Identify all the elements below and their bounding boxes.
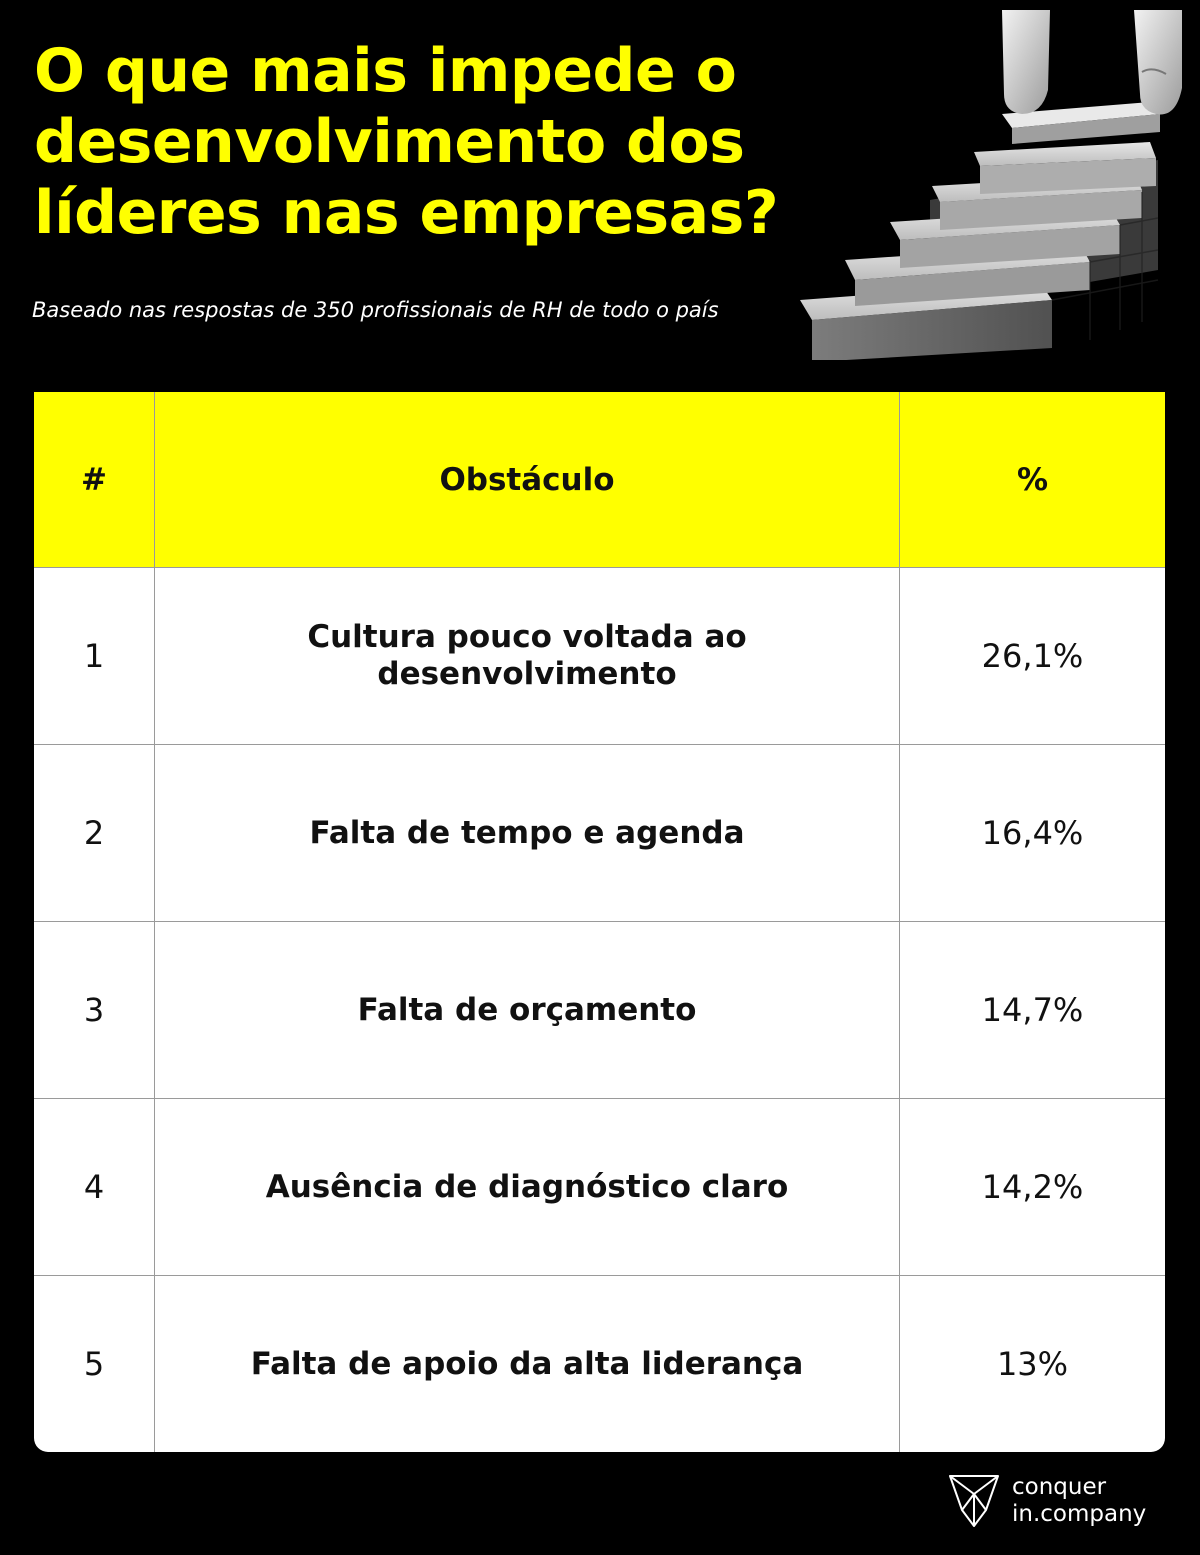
- row-rank: 1: [34, 568, 155, 744]
- row-percent: 16,4%: [981, 814, 1084, 852]
- header-percent: %: [1016, 461, 1049, 498]
- title-line-2: desenvolvimento dos: [34, 107, 745, 177]
- row-rank: 5: [34, 1276, 155, 1452]
- conquer-geometric-logo-icon: [949, 1475, 999, 1527]
- title-line-1: O que mais impede o: [34, 36, 737, 106]
- row-rank: 2: [34, 745, 155, 921]
- row-rank: 3: [34, 922, 155, 1098]
- title-line-3: líderes nas empresas?: [34, 178, 779, 248]
- brand-logo: conquer in.company: [946, 1470, 1176, 1532]
- obstacles-table: # Obstáculo % 1 Cultura pouco voltada ao…: [34, 392, 1165, 1452]
- subtitle: Baseado nas respostas de 350 profissiona…: [32, 298, 719, 322]
- row-obstacle: Falta de tempo e agenda: [155, 745, 900, 921]
- header-obstacle: Obstáculo: [155, 392, 900, 567]
- row-percent: 13%: [996, 1345, 1069, 1383]
- row-percent: 14,7%: [981, 991, 1084, 1029]
- page-title: O que mais impede o desenvolvimento dos …: [34, 36, 834, 249]
- table-row: 2 Falta de tempo e agenda 16,4%: [34, 744, 1165, 921]
- row-rank: 4: [34, 1099, 155, 1275]
- logo-line-2: in.company: [1012, 1501, 1147, 1527]
- row-obstacle: Cultura pouco voltada ao desenvolvimento: [155, 568, 900, 744]
- stairs-blocks-hand-icon: [800, 10, 1182, 360]
- table-row: 1 Cultura pouco voltada ao desenvolvimen…: [34, 567, 1165, 744]
- table-row: 3 Falta de orçamento 14,7%: [34, 921, 1165, 1098]
- table-row: 4 Ausência de diagnóstico claro 14,2%: [34, 1098, 1165, 1275]
- row-percent: 14,2%: [981, 1168, 1084, 1206]
- header-rank: #: [34, 392, 155, 567]
- table-header-row: # Obstáculo %: [34, 392, 1165, 567]
- row-obstacle: Falta de apoio da alta liderança: [155, 1276, 900, 1452]
- table-row: 5 Falta de apoio da alta liderança 13%: [34, 1275, 1165, 1452]
- row-obstacle: Falta de orçamento: [155, 922, 900, 1098]
- row-percent: 26,1%: [981, 637, 1084, 675]
- row-obstacle: Ausência de diagnóstico claro: [155, 1099, 900, 1275]
- logo-line-1: conquer: [1012, 1474, 1107, 1500]
